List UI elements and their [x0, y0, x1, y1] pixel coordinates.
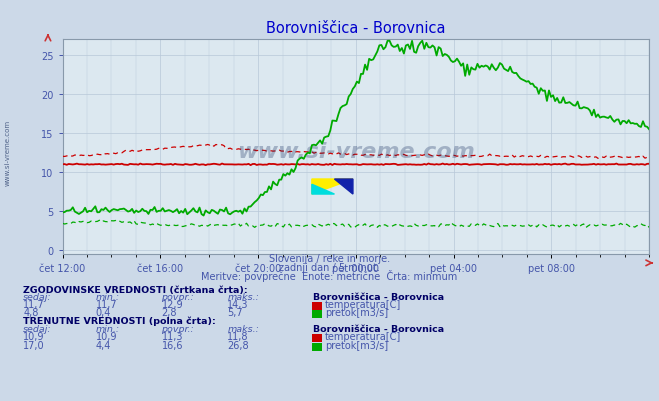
Text: 11,7: 11,7: [23, 299, 45, 309]
Text: 14,3: 14,3: [227, 299, 249, 309]
Text: 11,7: 11,7: [96, 299, 117, 309]
Text: Borovniščica - Borovnica: Borovniščica - Borovnica: [313, 324, 444, 333]
Text: Meritve: povprečne  Enote: metrične  Črta: minmum: Meritve: povprečne Enote: metrične Črta:…: [202, 269, 457, 282]
Text: pretok[m3/s]: pretok[m3/s]: [325, 340, 388, 350]
Text: www.si-vreme.com: www.si-vreme.com: [237, 142, 474, 162]
Text: TRENUTNE VREDNOSTI (polna črta):: TRENUTNE VREDNOSTI (polna črta):: [23, 316, 215, 326]
Text: 12,9: 12,9: [161, 299, 183, 309]
Text: maks.:: maks.:: [227, 293, 259, 302]
Title: Borovniščica - Borovnica: Borovniščica - Borovnica: [266, 21, 445, 36]
Text: temperatura[C]: temperatura[C]: [325, 331, 401, 341]
Text: 16,6: 16,6: [161, 340, 183, 350]
Text: 2,8: 2,8: [161, 307, 177, 317]
Polygon shape: [312, 185, 335, 194]
Text: min.:: min.:: [96, 324, 120, 333]
Text: 11,3: 11,3: [161, 331, 183, 341]
Text: min.:: min.:: [96, 293, 120, 302]
Text: www.si-vreme.com: www.si-vreme.com: [5, 119, 11, 185]
Text: 17,0: 17,0: [23, 340, 45, 350]
Text: povpr.:: povpr.:: [161, 324, 194, 333]
Text: 4,4: 4,4: [96, 340, 111, 350]
Text: Borovniščica - Borovnica: Borovniščica - Borovnica: [313, 293, 444, 302]
Text: temperatura[C]: temperatura[C]: [325, 299, 401, 309]
Text: 10,9: 10,9: [96, 331, 117, 341]
Text: maks.:: maks.:: [227, 324, 259, 333]
Text: 0,4: 0,4: [96, 307, 111, 317]
Text: pretok[m3/s]: pretok[m3/s]: [325, 307, 388, 317]
Text: 10,9: 10,9: [23, 331, 45, 341]
Text: 26,8: 26,8: [227, 340, 249, 350]
Text: 5,7: 5,7: [227, 307, 243, 317]
Text: zadnji dan / 5 minut.: zadnji dan / 5 minut.: [279, 263, 380, 273]
Text: sedaj:: sedaj:: [23, 293, 51, 302]
Text: 11,8: 11,8: [227, 331, 249, 341]
Text: ZGODOVINSKE VREDNOSTI (črtkana črta):: ZGODOVINSKE VREDNOSTI (črtkana črta):: [23, 285, 248, 294]
Text: sedaj:: sedaj:: [23, 324, 51, 333]
Polygon shape: [335, 180, 353, 194]
Text: povpr.:: povpr.:: [161, 293, 194, 302]
Text: 4,8: 4,8: [23, 307, 38, 317]
Polygon shape: [312, 180, 353, 194]
Text: Slovenija / reke in morje.: Slovenija / reke in morje.: [269, 253, 390, 263]
